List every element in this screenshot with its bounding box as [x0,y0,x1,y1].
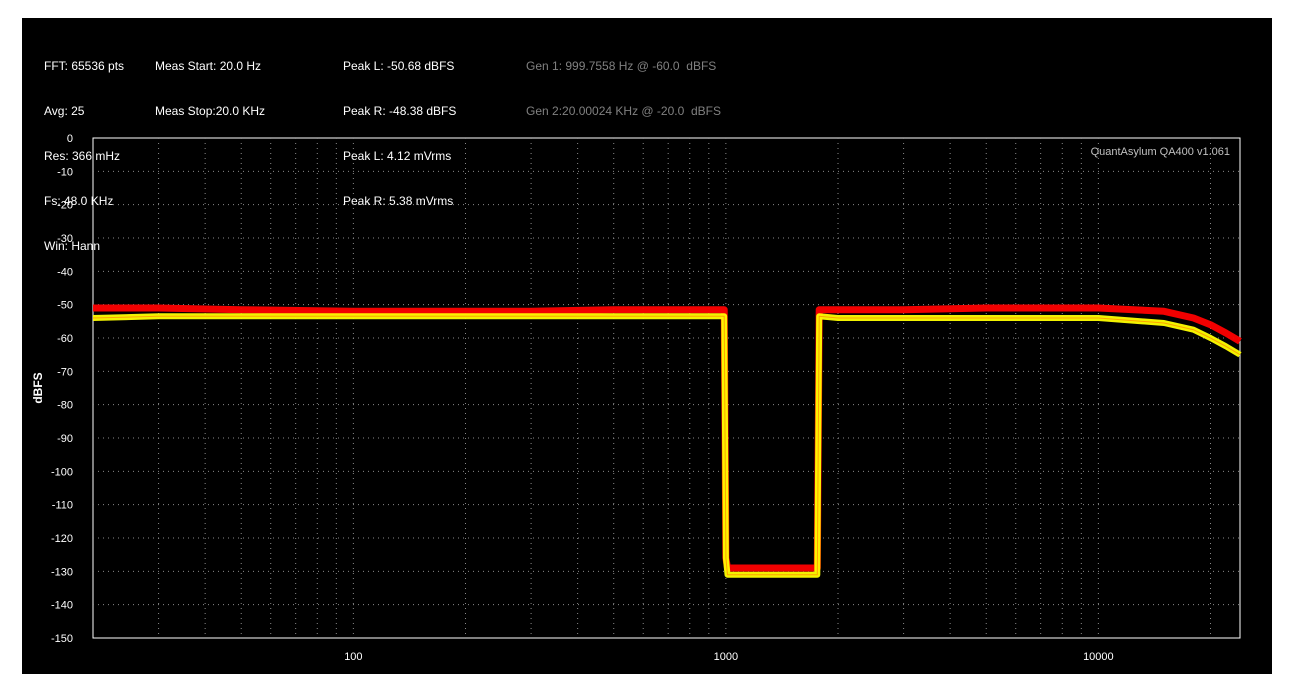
fft-settings-block: FFT: 65536 pts Avg: 25 Res: 366 mHz Fs: … [44,29,124,284]
y-tick-label: -80 [57,400,73,412]
grid [93,138,1240,638]
fft-size-label: FFT: 65536 pts [44,59,125,73]
y-tick-label: -70 [57,366,73,378]
y-tick-label: -100 [51,466,73,478]
series-overlap-line [92,315,1241,576]
y-tick-label: -30 [57,233,73,245]
generator-block: Gen 1: 999.7558 Hz @ -60.0 dBFS Gen 2:20… [526,29,721,149]
y-tick-label: -140 [51,600,73,612]
y-tick-label: -90 [57,433,73,445]
watermark-label: QuantAsylum QA400 v1.061 [1091,146,1230,158]
y-tick-label: -110 [52,500,73,512]
series-layer [92,304,1242,578]
x-tick-labels: 100 1000 10000 [344,651,1113,663]
y-tick-label: -20 [57,200,73,212]
avg-label: Avg: 25 [44,104,85,118]
peak-readout-block: Peak L: -50.68 dBFS Peak R: -48.38 dBFS … [343,29,456,239]
y-tick-label: -120 [51,533,73,545]
y-tick-label: -150 [51,633,73,645]
series-right-line [93,304,1242,572]
measurement-range-block: Meas Start: 20.0 Hz Meas Stop:20.0 KHz [155,29,265,149]
y-tick-label: -40 [57,266,73,278]
peak-left-dbfs: Peak L: -50.68 dBFS [343,59,455,73]
peak-right-dbfs: Peak R: -48.38 dBFS [343,104,457,118]
meas-start-label: Meas Start: 20.0 Hz [155,59,262,73]
x-tick-label: 1000 [714,651,738,663]
gen2-label: Gen 2:20.00024 KHz @ -20.0 dBFS [526,104,721,118]
y-tick-label: -60 [57,333,73,345]
series-left-line [92,313,1242,578]
sample-rate-label: Fs: 48.0 KHz [44,194,114,208]
peak-left-mvrms: Peak L: 4.12 mVrms [343,149,452,163]
y-tick-label: -130 [51,566,73,578]
plot-area-border [92,137,1241,639]
y-tick-label: -10 [57,166,73,178]
y-tick-labels: 0 -10 -20 -30 -40 -50 -60 -70 -80 -90 -100 -110 -120… [51,133,73,645]
spectrum-chart[interactable]: 0 -10 -20 -30 -40 -50 -60 -70 -80 -90 -100 -110 -120… [22,18,1272,674]
y-axis-label: dBFS [31,372,45,403]
x-tick-label: 10000 [1083,651,1114,663]
y-tick-label: -50 [57,300,73,312]
resolution-label: Res: 366 mHz [44,149,121,163]
analyzer-window: FFT: 65536 pts Avg: 25 Res: 366 mHz Fs: … [22,18,1272,674]
y-tick-label: 0 [67,133,73,145]
x-tick-label: 100 [344,651,362,663]
gen1-label: Gen 1: 999.7558 Hz @ -60.0 dBFS [526,59,717,73]
meas-stop-label: Meas Stop:20.0 KHz [155,104,266,118]
